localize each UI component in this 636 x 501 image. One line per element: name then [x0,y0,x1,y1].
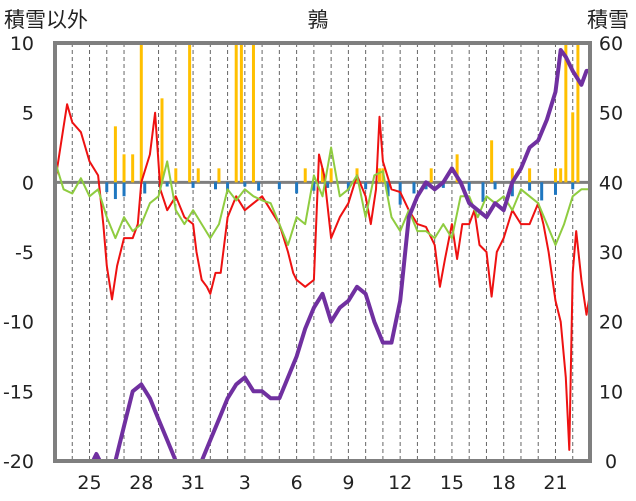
sunshine-bar [122,182,126,197]
left-axis-ticks: 10 5 0 -5 -10 -15 -20 [3,33,34,473]
x-tick-label: 6 [291,472,303,494]
series-lines [54,48,591,463]
precipitation-bar [559,168,563,183]
precipitation-bar [303,168,307,183]
precipitation-bar [553,168,557,183]
x-tick-label: 15 [440,472,464,494]
bars [105,45,580,205]
left-tick-label: 5 [22,103,34,125]
precipitation-bar [251,45,255,183]
precipitation-bar [329,168,333,183]
precipitation-bar [321,168,324,183]
right-tick-label: 30 [599,242,623,264]
left-tick-label: -10 [3,312,34,334]
precipitation-bar [217,168,221,183]
left-tick-label: -20 [3,451,34,473]
sunshine-bar [467,182,471,191]
sunshine-bar [481,182,485,202]
x-axis-ticks: 25 28 31 3 6 9 12 15 18 21 [77,472,567,494]
sunshine-bar [277,182,281,190]
grid-lines [55,43,590,461]
precipitation-bar [564,45,568,183]
sunshine-bar [386,182,390,197]
sunshine-bar [191,182,195,188]
right-tick-label: 50 [599,103,623,125]
sunshine-bar [412,182,416,194]
precipitation-bar [576,45,580,183]
precipitation-bar [490,140,494,183]
x-tick-label: 21 [543,472,567,494]
x-tick-label: 31 [181,472,205,494]
precipitation-bar [160,98,164,183]
sunshine-bar [214,182,217,190]
right-axis-label: 積雪 [587,8,629,32]
series-max_temp [54,103,591,451]
precipitation-bar [239,45,243,183]
series-min_temp [54,146,590,246]
chart-title: 鶉 [308,8,329,32]
precipitation-bar [377,168,381,183]
plot-frame [53,41,592,463]
sunshine-bar [143,182,147,194]
x-tick-label: 12 [388,472,412,494]
x-tick-label: 18 [492,472,516,494]
x-tick-label: 25 [77,472,101,494]
sunshine-bar [540,182,544,201]
sunshine-bar [243,182,247,187]
sunshine-bar [295,182,299,194]
precipitation-bar [234,45,238,183]
sunshine-bar [113,182,117,200]
precipitation-bar [455,154,459,183]
x-tick-label: 9 [342,472,354,494]
sunshine-bar [528,182,532,191]
left-tick-label: 0 [22,172,34,194]
precipitation-bar [528,168,532,183]
sunshine-bar [346,182,350,191]
sunshine-bar [312,182,316,191]
sunshine-bar [226,182,230,193]
right-tick-label: 10 [599,381,623,403]
right-tick-label: 0 [605,451,617,473]
sunshine-bar [257,182,261,191]
right-tick-label: 60 [599,33,623,55]
right-tick-label: 20 [599,312,623,334]
x-tick-label: 3 [239,472,251,494]
precipitation-bar [429,168,433,183]
precipitation-bar [122,154,126,183]
right-axis-ticks: 60 50 40 30 20 10 0 [599,33,623,473]
sunshine-bar [165,182,169,187]
sunshine-bar [364,182,368,190]
sunshine-bar [493,182,497,190]
sunshine-bar [441,182,445,188]
x-tick-label: 28 [129,472,153,494]
precipitation-bar [139,45,143,183]
sunshine-bar [326,182,330,188]
sunshine-bar [571,182,575,190]
precipitation-bar [188,45,192,183]
right-tick-label: 40 [599,172,623,194]
left-tick-label: -5 [15,242,34,264]
series-snow_depth [55,48,590,463]
sunshine-bar [105,182,109,193]
left-axis-label: 積雪以外 [4,8,88,32]
precipitation-bar [196,168,200,183]
precipitation-bar [131,154,135,183]
left-tick-label: -15 [3,381,34,403]
precipitation-bar [571,112,575,183]
left-tick-label: 10 [10,33,34,55]
precipitation-bar [510,168,514,183]
sunshine-bar [553,182,557,195]
sunshine-bar [510,182,514,197]
precipitation-bar [113,126,117,183]
precipitation-bar [174,168,178,183]
